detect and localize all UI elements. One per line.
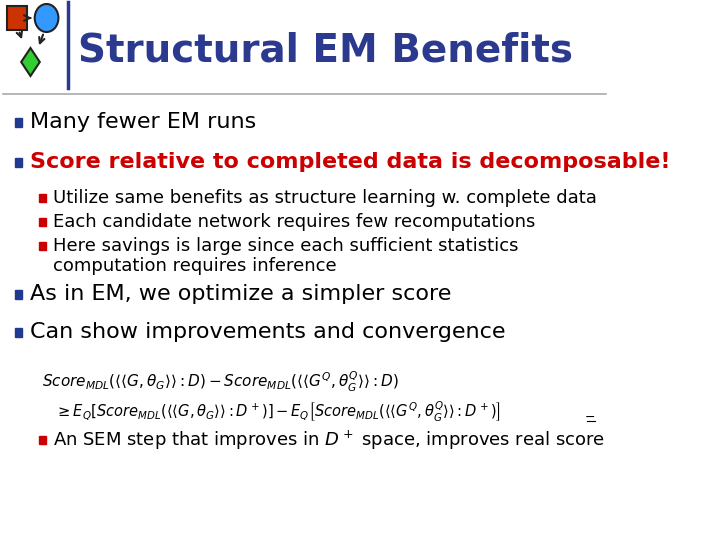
- Text: Structural EM Benefits: Structural EM Benefits: [78, 31, 573, 69]
- Text: Here savings is large since each sufficient statistics: Here savings is large since each suffici…: [53, 237, 519, 255]
- Bar: [15, 158, 22, 166]
- Bar: [39, 218, 46, 226]
- Bar: [15, 118, 22, 126]
- Text: $-$: $-$: [584, 409, 595, 422]
- Text: As in EM, we optimize a simpler score: As in EM, we optimize a simpler score: [30, 284, 452, 304]
- Circle shape: [35, 4, 58, 32]
- Text: An SEM step that improves in $D^+$ space, improves real score: An SEM step that improves in $D^+$ space…: [53, 428, 606, 451]
- Text: computation requires inference: computation requires inference: [53, 257, 337, 275]
- Bar: [39, 194, 46, 202]
- Polygon shape: [21, 48, 40, 76]
- Text: Each candidate network requires few recomputations: Each candidate network requires few reco…: [53, 213, 536, 231]
- Bar: [15, 289, 22, 299]
- Text: $\geq E_Q\left[Score_{MDL}(\langle\langle G,\theta_G\rangle\rangle: D^+)\right] : $\geq E_Q\left[Score_{MDL}(\langle\langl…: [55, 400, 501, 424]
- Bar: [6, 6, 27, 30]
- Text: Can show improvements and convergence: Can show improvements and convergence: [30, 322, 506, 342]
- Text: Many fewer EM runs: Many fewer EM runs: [30, 112, 257, 132]
- Text: Utilize same benefits as structure learning w. complete data: Utilize same benefits as structure learn…: [53, 189, 597, 207]
- Text: $Score_{MDL}(\langle\langle G, \theta_G \rangle\rangle : D) - Score_{MDL}(\langl: $Score_{MDL}(\langle\langle G, \theta_G …: [42, 370, 399, 394]
- Text: Score relative to completed data is decomposable!: Score relative to completed data is deco…: [30, 152, 671, 172]
- Bar: [15, 327, 22, 336]
- Bar: [39, 436, 46, 444]
- Bar: [39, 242, 46, 250]
